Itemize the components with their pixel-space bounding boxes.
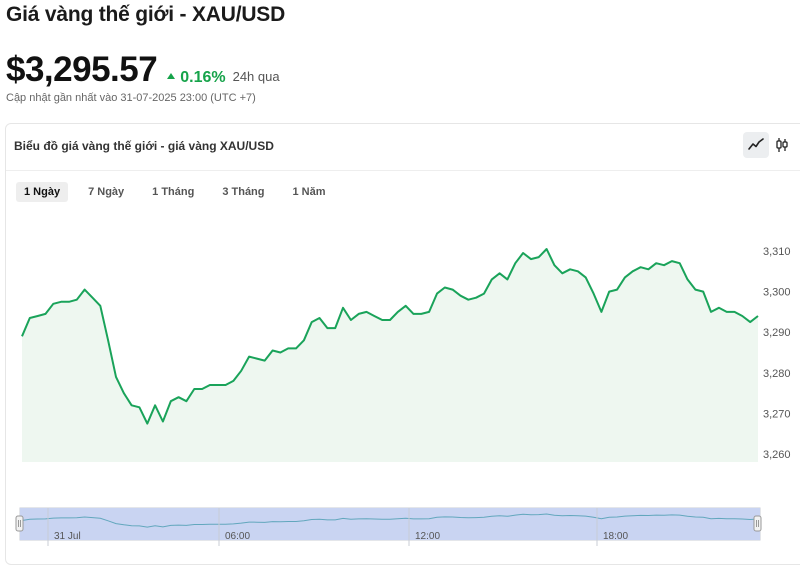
candlestick-chart-button[interactable] bbox=[769, 132, 795, 158]
navigator-right-handle[interactable] bbox=[753, 515, 762, 532]
candlestick-icon bbox=[776, 138, 788, 152]
tab-1-year[interactable]: 1 Năm bbox=[292, 186, 326, 198]
tab-7-days[interactable]: 7 Ngày bbox=[88, 186, 125, 198]
y-tick-label: 3,300 bbox=[763, 287, 791, 299]
chart-type-switch bbox=[743, 132, 795, 160]
navigator-line bbox=[21, 513, 759, 528]
timeframe-tabs: 1 Ngày 7 Ngày 1 Tháng 3 Tháng 1 Năm bbox=[16, 182, 346, 202]
navigator-x-tick-label: 31 Jul bbox=[54, 531, 81, 542]
tab-1-month[interactable]: 1 Tháng bbox=[152, 186, 195, 198]
up-arrow-icon bbox=[167, 73, 176, 79]
tab-3-months[interactable]: 3 Tháng bbox=[222, 186, 265, 198]
y-tick-label: 3,290 bbox=[763, 327, 791, 339]
last-updated: Cập nhật gần nhất vào 31-07-2025 23:00 (… bbox=[6, 92, 256, 104]
price-chart: 3,260 3,270 3,280 3,290 3,300 3,310 31 Jul 06:… bbox=[15, 246, 791, 546]
change-percent: 0.16% bbox=[180, 69, 226, 86]
y-tick-label: 3,270 bbox=[763, 408, 791, 420]
current-price: $3,295.57 bbox=[6, 50, 158, 89]
navigator-left-handle[interactable] bbox=[15, 515, 24, 532]
navigator-x-tick-label: 12:00 bbox=[415, 531, 440, 542]
change-period: 24h qua bbox=[232, 69, 280, 84]
navigator-area-fill bbox=[22, 514, 758, 538]
y-tick-label: 3,310 bbox=[763, 246, 791, 258]
navigator-x-tick-label: 18:00 bbox=[603, 531, 628, 542]
tab-1-day[interactable]: 1 Ngày bbox=[16, 182, 69, 202]
y-tick-label: 3,280 bbox=[763, 368, 791, 380]
plot-area bbox=[21, 248, 759, 462]
navigator-x-axis: 31 Jul 06:00 12:00 18:00 bbox=[47, 508, 628, 546]
price-change: 0.16% bbox=[167, 69, 226, 87]
chart-card-title: Biểu đồ giá vàng thế giới - giá vàng XAU… bbox=[14, 139, 274, 153]
price-series-line bbox=[21, 248, 759, 425]
y-axis: 3,260 3,270 3,280 3,290 3,300 3,310 bbox=[763, 246, 791, 461]
chart-card-header: Biểu đồ giá vàng thế giới - giá vàng XAU… bbox=[6, 124, 800, 171]
line-chart-icon bbox=[748, 138, 764, 150]
page-title: Giá vàng thế giới - XAU/USD bbox=[6, 3, 286, 26]
navigator-x-tick-label: 06:00 bbox=[225, 531, 250, 542]
line-chart-button[interactable] bbox=[743, 132, 769, 158]
price-area-fill bbox=[22, 249, 758, 462]
y-tick-label: 3,260 bbox=[763, 449, 791, 461]
range-navigator[interactable]: 31 Jul 06:00 12:00 18:00 bbox=[15, 507, 762, 546]
price-row: $3,295.57 0.16% 24h qua bbox=[6, 50, 280, 90]
